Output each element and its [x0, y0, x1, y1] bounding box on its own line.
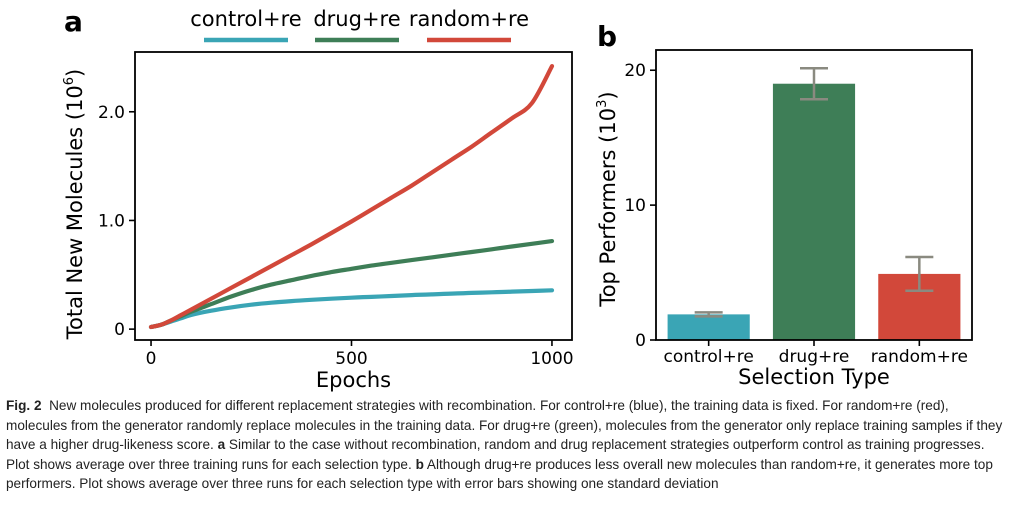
- x-tick-label: 1000: [530, 349, 573, 369]
- y-tick-label: 20: [624, 61, 646, 81]
- line-series-group: [148, 63, 555, 330]
- figure-caption: Fig. 2 New molecules produced for differ…: [6, 396, 1006, 494]
- caption-text-1: New molecules produced for different rep…: [6, 398, 1003, 452]
- caption-panel-b-ref: b: [415, 456, 424, 472]
- y-tick-label: 2.0: [98, 103, 125, 123]
- caption-figure-label: Fig. 2: [6, 398, 42, 413]
- x-tick-label-random-re: random+re: [871, 347, 968, 367]
- line-series-control-re: [148, 288, 555, 330]
- caption-panel-a-ref: a: [217, 437, 226, 452]
- panel-a-letter: a: [64, 5, 83, 38]
- error-bar-control-re: [694, 311, 723, 318]
- line-series-drug-re: [148, 239, 555, 330]
- legend-label-drug-re: drug+re: [313, 7, 400, 31]
- x-axis-label-a: Epochs: [316, 368, 391, 392]
- bar-chart-top-performers: control+re drug+re random+re 0 10 20 Selectio…: [595, 49, 973, 389]
- panel-b-letter: b: [597, 20, 617, 53]
- caption-text-3: Although drug+re produces less overall n…: [6, 456, 993, 492]
- figure: a b control+re drug+re random+re 0 500 10000…: [62, 5, 973, 392]
- x-tick-label-control-re: control+re: [664, 347, 754, 367]
- y-tick-label: 0: [635, 331, 646, 351]
- line-chart-total-new-molecules: control+re drug+re random+re 0 500 1000 0 1.0 2…: [62, 7, 574, 392]
- caption-text-2: Similar to the case without recombinatio…: [6, 437, 985, 472]
- bar-control-re: [667, 314, 750, 340]
- x-axis-label-b: Selection Type: [738, 365, 890, 389]
- axis-ticks-a: 0 500 1000 0 1.0 2.0: [98, 103, 574, 369]
- chart-legend: control+re drug+re random+re: [190, 7, 529, 43]
- y-axis-label-b: Top Performers (103): [595, 91, 620, 307]
- y-axis-label-a: Total New Molecules (106): [62, 69, 87, 341]
- x-tick-label: 500: [335, 349, 367, 369]
- legend-label-control-re: control+re: [190, 7, 301, 31]
- bar-drug-re: [772, 83, 856, 340]
- axis-ticks-b: control+re drug+re random+re 0 10 20: [624, 61, 968, 367]
- error-bar-random-re: [905, 255, 934, 293]
- y-tick-label: 1.0: [98, 211, 125, 231]
- x-tick-label: 0: [146, 349, 157, 369]
- y-tick-label: 10: [624, 196, 646, 216]
- legend-label-random-re: random+re: [409, 7, 529, 31]
- bar-series-group: [667, 66, 961, 340]
- plot-frame-a: [134, 51, 573, 341]
- error-bar-drug-re: [800, 66, 828, 101]
- x-tick-label-drug-re: drug+re: [779, 347, 850, 367]
- y-tick-label: 0: [114, 320, 125, 340]
- line-series-random-re: [148, 63, 555, 330]
